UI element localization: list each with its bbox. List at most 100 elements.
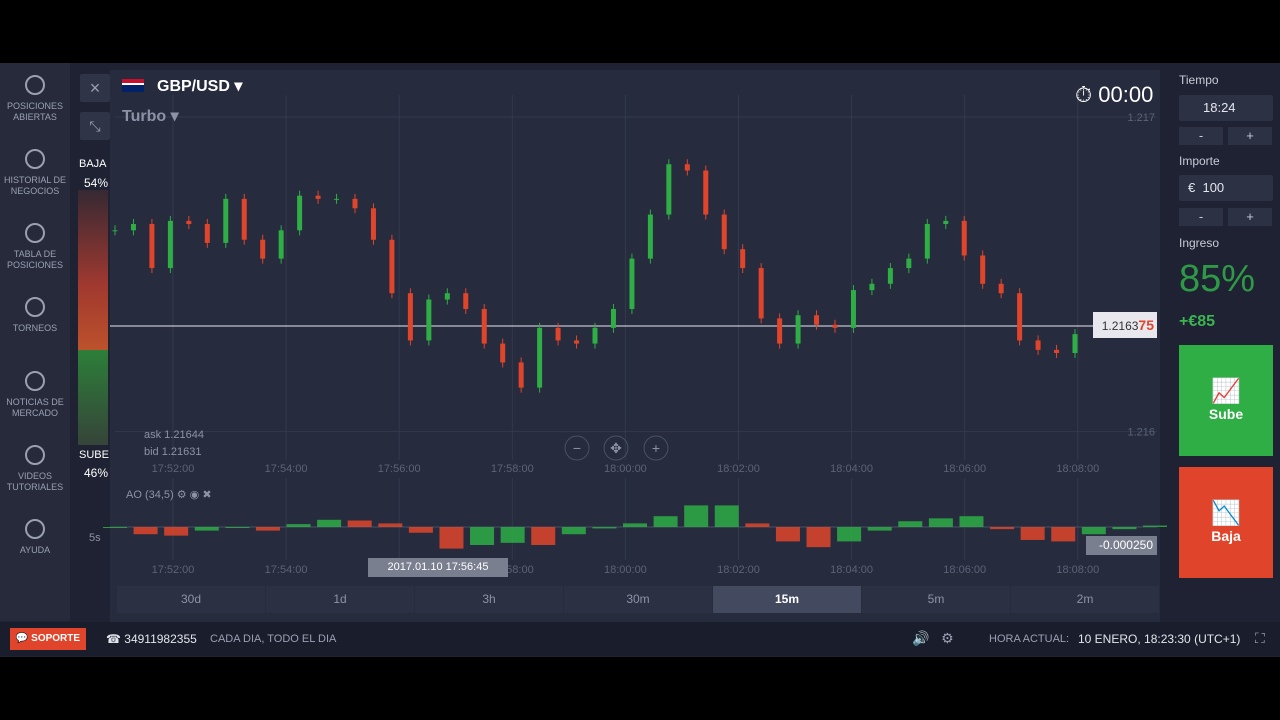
candle [463,293,469,309]
currency: € [1188,180,1196,195]
timeframe[interactable]: 15m [713,586,861,613]
ao-bar [592,527,617,529]
down-label: BAJA [79,158,107,170]
sidebar-icon [25,371,45,391]
ao-bar [775,527,800,542]
up-button[interactable]: 📈 Sube [1179,345,1273,456]
sidebar-item[interactable]: TABLA DE POSICIONES [0,223,70,271]
ao-bar [225,527,250,528]
sidebar-label: NOTICIAS DE MERCADO [6,397,64,418]
timeframe[interactable]: 3h [415,586,563,613]
ao-bar [684,505,709,527]
candle [574,340,580,344]
support-button[interactable]: 💬 SOPORTE [10,628,86,650]
fullscreen[interactable]: ⛶ [1255,630,1265,646]
candle [1072,334,1078,354]
time-minus[interactable]: - [1179,127,1223,145]
ao-bar [408,527,433,533]
candle [721,214,727,250]
amount-minus[interactable]: - [1179,208,1223,226]
zoom-button[interactable] [643,435,669,461]
sidebar-icon [25,297,45,317]
mode[interactable]: Turbo ▾ [122,108,179,125]
zoom-button[interactable] [564,435,590,461]
zoom-icon: ✥ [610,440,622,456]
timeframe[interactable]: 30d [117,586,265,613]
amount-label: Importe [1179,154,1220,168]
close-button[interactable]: × [80,74,110,102]
income-pct: 85% [1179,258,1256,300]
sidebar-label: TABLA DE POSICIONES [6,249,63,270]
up-icon: 📈 [1211,378,1241,405]
ao-bar [103,527,127,528]
candle [943,220,949,225]
indicator-header: AO (34,5) ⚙ ◉ ✖ [126,489,212,501]
sidebar-item[interactable]: AYUDA [0,519,70,556]
ao-bar [439,527,464,549]
amount-field[interactable]: € 100 [1179,175,1273,201]
sidebar-icon [25,519,45,539]
y-tick-label: 1.217 [1127,112,1155,124]
interval[interactable]: 5s [89,532,101,544]
up-pct: 46% [84,466,109,480]
candle [961,220,967,256]
ao-bar [990,527,1015,530]
sidebar-label: VIDEOS TUTORIALES [6,471,64,492]
candle [167,220,173,269]
x-tick-label: 18:00:00 [604,564,647,576]
indicator-current: -0.000250 [1086,536,1157,555]
footer-icons[interactable]: 🔊 ⚙ [912,630,954,646]
ao-bar [928,518,953,527]
candle [795,315,801,344]
candle [315,195,321,199]
sidebar-item[interactable]: TORNEOS [0,297,70,334]
amount: 100 [1202,180,1225,195]
support-text: SOPORTE [31,633,81,644]
candle [407,293,413,341]
time-field[interactable]: 18:24 [1179,95,1273,121]
candle [297,195,303,231]
timeframe[interactable]: 2m [1011,586,1159,613]
candle [223,198,229,243]
ao-bar [531,527,556,545]
candle [777,318,783,344]
current-price-tail: 75 [1138,317,1154,333]
ao-bar [898,521,923,527]
income: +€85 [1179,313,1216,330]
ao-bar [194,527,219,531]
hours: CADA DIA, TODO EL DIA [210,633,337,645]
sidebar-item[interactable]: HISTORIAL DE NEGOCIOS [0,149,70,197]
candle [740,249,746,269]
ao-bar [500,527,525,543]
candle [629,258,635,309]
ao-bar [1143,525,1167,527]
time-plus[interactable]: + [1228,127,1272,145]
ao-bar [286,524,311,527]
collapse-button[interactable]: ⤡ [80,112,110,140]
candle [906,258,912,269]
tooltip: 2017.01.10 17:56:45 [368,558,508,577]
asset[interactable]: GBP/USD ▾ [157,78,243,95]
sidebar-item[interactable]: VIDEOS TUTORIALES [0,445,70,493]
candle [610,308,616,328]
sidebar-item[interactable]: NOTICIAS DE MERCADO [0,371,70,419]
candle [1017,293,1023,341]
candle [887,268,893,284]
timeframe[interactable]: 30m [564,586,712,613]
timeframe[interactable]: 5m [862,586,1010,613]
timeframe[interactable]: 1d [266,586,414,613]
sidebar-label: POSICIONES ABIERTAS [6,101,63,122]
down-text: Baja [1211,528,1241,544]
amount-plus[interactable]: + [1228,208,1272,226]
sidebar-item[interactable]: POSICIONES ABIERTAS [0,75,70,123]
candle [186,220,192,225]
zoom-button[interactable] [603,435,629,461]
candle [334,198,340,200]
ao-bar [959,516,984,527]
x-tick-label: 17:52:00 [152,564,195,576]
chart-area [110,70,1160,622]
down-button[interactable]: 📉 Baja [1179,467,1273,578]
sidebar-icon [25,149,45,169]
sentiment-up-bar [78,350,108,445]
candle [537,327,543,388]
